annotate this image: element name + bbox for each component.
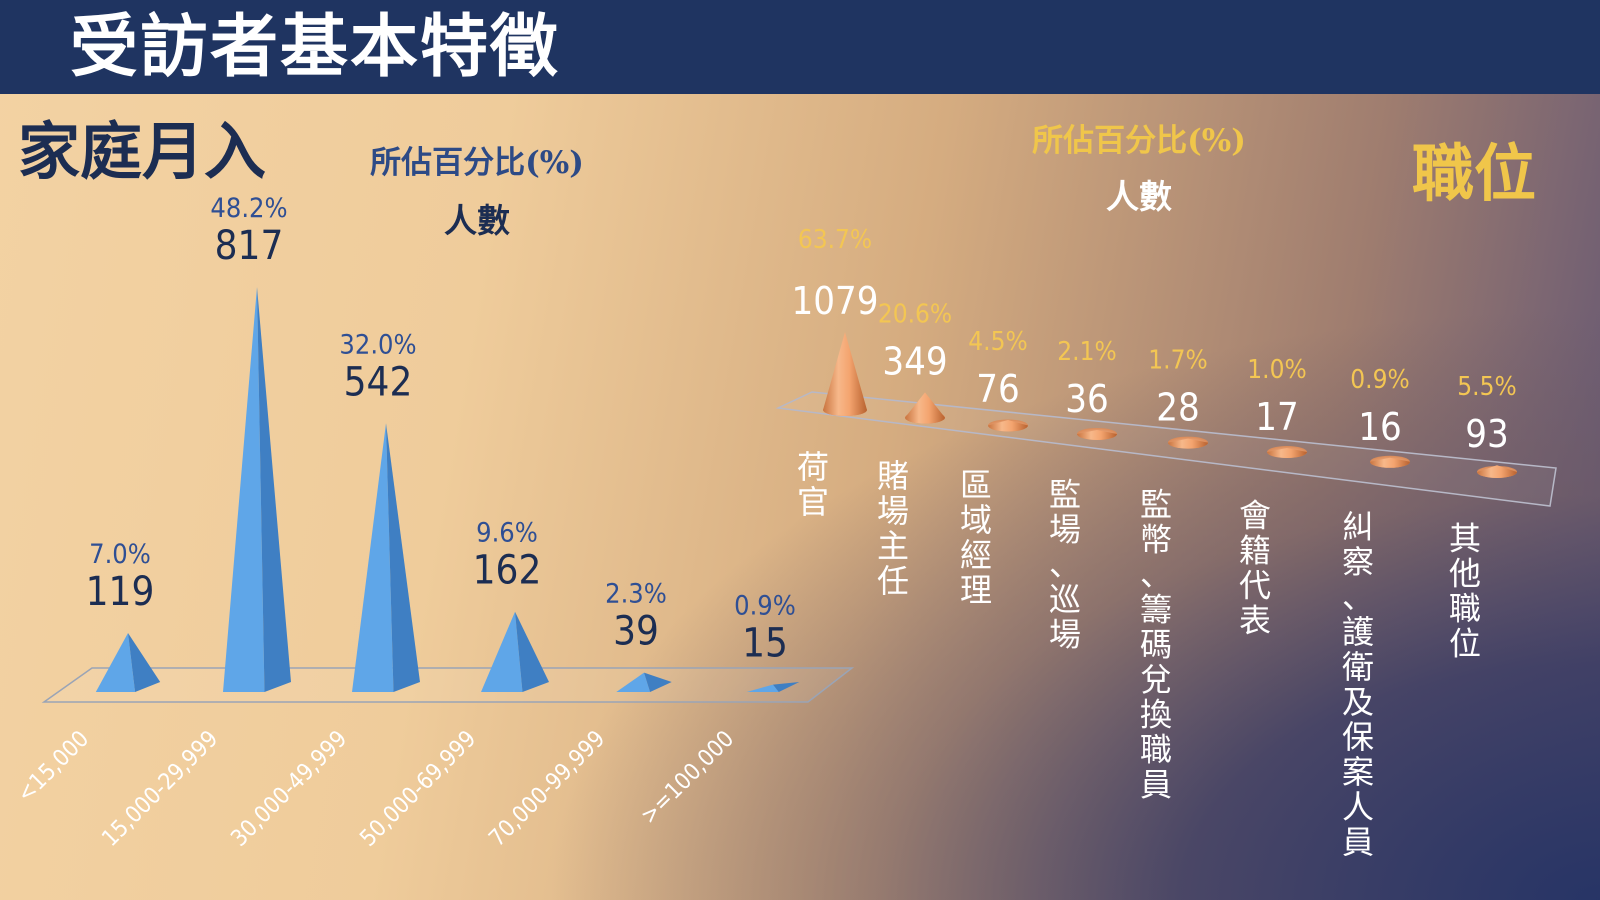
position-count-label: 349 — [882, 339, 947, 383]
position-percent-label: 63.7% — [798, 225, 872, 255]
income-pyramid-side — [644, 672, 672, 692]
position-legend-count: 人數 — [1106, 177, 1172, 216]
position-percent-label: 20.6% — [878, 299, 952, 329]
position-cone — [905, 392, 945, 424]
income-pyramid-side — [128, 633, 161, 692]
income-count-label: 817 — [215, 223, 284, 269]
position-count-label: 28 — [1156, 386, 1200, 430]
position-percent-label: 4.5% — [968, 327, 1027, 357]
position-count-label: 93 — [1465, 412, 1509, 456]
page-title: 受訪者基本特徵 — [70, 7, 561, 87]
income-percent-label: 48.2% — [210, 193, 287, 224]
income-category-label: 50,000-69,999 — [355, 726, 481, 852]
income-chart: 7.0%119 <15,000 48.2%817 15,000-29,999 32.0%… — [12, 193, 855, 852]
income-floor — [41, 667, 855, 703]
position-cone — [1267, 447, 1307, 458]
income-pyramid-front — [223, 287, 265, 692]
position-percent-label: 1.0% — [1247, 355, 1306, 385]
income-pyramid-front — [95, 633, 136, 692]
position-category-label: 賭場主任 — [877, 457, 909, 600]
position-category-label: 糾察、護衛及保案人員 — [1342, 508, 1374, 861]
income-legend-percent: 所佔百分比(%) — [370, 145, 584, 181]
position-percent-label: 2.1% — [1057, 337, 1116, 367]
income-pyramid-side — [257, 287, 291, 692]
income-pyramid-side — [773, 682, 800, 692]
position-category-label: 荷官 — [797, 448, 829, 521]
income-pyramid-front — [352, 423, 394, 692]
position-cone — [988, 419, 1028, 432]
position-cone — [1370, 457, 1410, 468]
position-count-label: 16 — [1358, 405, 1402, 449]
income-percent-label: 7.0% — [89, 539, 151, 570]
income-category-label: 70,000-99,999 — [484, 726, 610, 852]
income-percent-label: 32.0% — [339, 329, 416, 360]
position-legend-percent: 所佔百分比(%) — [1032, 123, 1246, 159]
position-category-label: 會籍代表 — [1239, 497, 1271, 640]
income-category-label: 30,000-49,999 — [226, 726, 352, 852]
position-chart: 63.7% 1079 荷官 20.6% 349 賭場主任 4.5% 76 區域經理 2.1% 36 監… — [775, 225, 1557, 861]
income-count-label: 542 — [344, 359, 413, 405]
income-count-label: 119 — [86, 569, 155, 615]
position-percent-label: 1.7% — [1148, 346, 1207, 376]
income-legend-count: 人數 — [444, 201, 510, 240]
position-category-label: 監場、巡場 — [1049, 476, 1081, 654]
position-cone — [1477, 465, 1517, 478]
income-percent-label: 9.6% — [476, 518, 538, 549]
position-category-label: 其他職位 — [1449, 520, 1481, 663]
income-pyramid-front — [616, 672, 651, 692]
income-pyramid-front — [746, 684, 779, 692]
position-chart-title: 職位 — [1412, 137, 1537, 210]
position-count-label: 17 — [1255, 395, 1299, 439]
title-bar: 受訪者基本特徵 — [0, 0, 1600, 94]
position-floor — [775, 391, 1557, 507]
income-count-label: 15 — [742, 621, 788, 667]
income-category-label: 15,000-29,999 — [97, 726, 223, 852]
position-cone — [823, 332, 867, 416]
position-percent-label: 0.9% — [1350, 365, 1409, 395]
position-cone — [1168, 438, 1208, 449]
position-cone — [1077, 429, 1117, 440]
position-count-label: 36 — [1065, 377, 1109, 421]
income-count-label: 162 — [473, 548, 542, 594]
position-count-label: 1079 — [792, 279, 879, 323]
income-pyramid-side — [515, 611, 549, 692]
income-category-label: >=100,000 — [636, 726, 739, 829]
position-category-label: 監幣、籌碼兌換職員 — [1140, 486, 1172, 804]
income-percent-label: 2.3% — [605, 579, 667, 610]
position-category-label: 區域經理 — [960, 466, 992, 609]
income-category-label: <15,000 — [12, 726, 94, 808]
income-pyramid-side — [386, 423, 420, 692]
position-count-label: 76 — [976, 367, 1020, 411]
income-percent-label: 0.9% — [734, 591, 796, 622]
income-count-label: 39 — [613, 609, 659, 655]
position-percent-label: 5.5% — [1457, 372, 1516, 402]
income-chart-title: 家庭月入 — [18, 115, 267, 188]
income-pyramid-front — [481, 611, 523, 692]
